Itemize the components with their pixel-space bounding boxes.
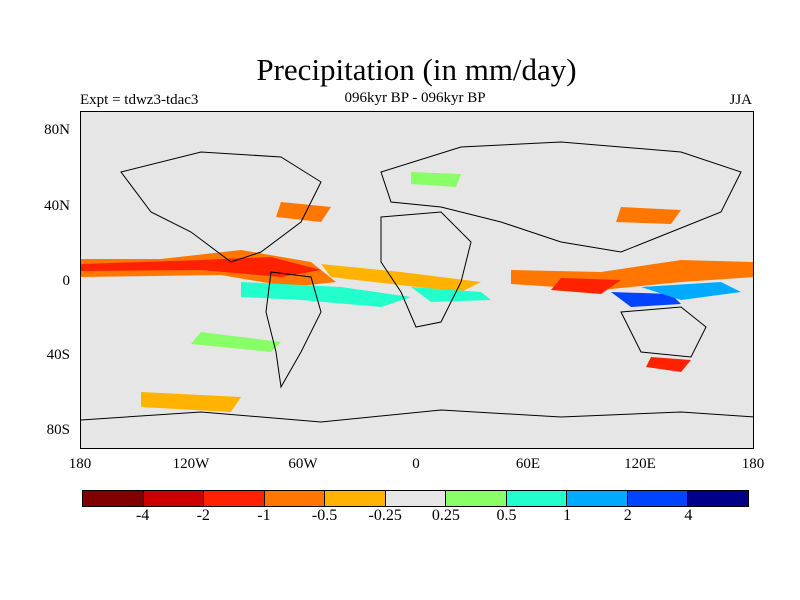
lat-label-80n: 80N xyxy=(44,122,70,138)
southern-cyan-band xyxy=(241,282,411,307)
colorbar-label: -0.5 xyxy=(311,507,338,524)
colorbar-box-2 xyxy=(204,491,265,506)
colorbar-box-8 xyxy=(567,491,628,506)
pacific-red-band xyxy=(81,257,321,277)
north-america-outline xyxy=(120,151,322,263)
lat-label-40n: 40N xyxy=(44,198,70,214)
colorbar xyxy=(82,490,749,507)
lat-label-40s: 40S xyxy=(46,347,70,363)
colorbar-box-3 xyxy=(264,491,326,506)
lat-label-0: 0 xyxy=(62,273,71,289)
colorbar-label: 0.5 xyxy=(496,507,517,524)
atlantic-cyan-band xyxy=(411,287,491,302)
colorbar-label: -2 xyxy=(196,507,210,524)
australia-red-patch xyxy=(646,357,691,372)
colorbar-label: 2 xyxy=(623,507,632,524)
precipitation-map xyxy=(80,111,754,449)
colorbar-label: -4 xyxy=(135,507,150,524)
east-asia-orange xyxy=(616,207,681,224)
colorbar-box-7 xyxy=(506,491,568,506)
period-label: 096kyr BP - 096kyr BP xyxy=(344,90,486,106)
colorbar-label: 1 xyxy=(563,507,572,524)
experiment-label: Expt = tdwz3-tdac3 xyxy=(80,92,199,108)
colorbar-label: -0.25 xyxy=(368,507,402,524)
indonesia-blue xyxy=(611,292,681,307)
lon-label-60w: 60W xyxy=(288,456,318,472)
antarctica-outline xyxy=(81,409,753,423)
lon-label-60e: 60E xyxy=(515,456,541,472)
colorbar-box-9 xyxy=(627,491,689,506)
colorbar-box-4 xyxy=(325,491,386,506)
lon-label-120e: 120E xyxy=(624,456,656,472)
colorbar-label: 0.25 xyxy=(431,507,460,524)
colorbar-box-5 xyxy=(385,491,447,506)
colorbar-box-0 xyxy=(83,491,144,506)
southern-green-patch xyxy=(191,332,281,352)
indian-red-core xyxy=(551,278,621,294)
colorbar-box-6 xyxy=(446,491,507,506)
lon-label-180e: 180 xyxy=(741,456,765,472)
map-graphic xyxy=(81,141,753,423)
chart-title: Precipitation (in mm/day) xyxy=(256,52,577,87)
australia-outline xyxy=(620,306,707,358)
africa-outline xyxy=(380,211,472,328)
eurasia-outline xyxy=(380,141,742,253)
lon-label-120w: 120W xyxy=(172,456,210,472)
lat-label-80s: 80S xyxy=(46,422,70,438)
season-label: JJA xyxy=(729,92,752,108)
colorbar-box-1 xyxy=(143,491,205,506)
north-atlantic-orange xyxy=(276,202,331,222)
south-america-outline xyxy=(265,271,322,389)
southern-orange-patch xyxy=(141,392,241,412)
atlantic-orange-band xyxy=(321,264,481,292)
west-pacific-cyan xyxy=(641,282,741,300)
colorbar-label: 4 xyxy=(684,507,693,524)
colorbar-box-10 xyxy=(688,491,749,506)
northern-green-patch xyxy=(411,172,461,187)
lon-label-0: 0 xyxy=(412,456,420,472)
colorbar-label: -1 xyxy=(257,507,271,524)
lon-label-180w: 180 xyxy=(68,456,92,472)
